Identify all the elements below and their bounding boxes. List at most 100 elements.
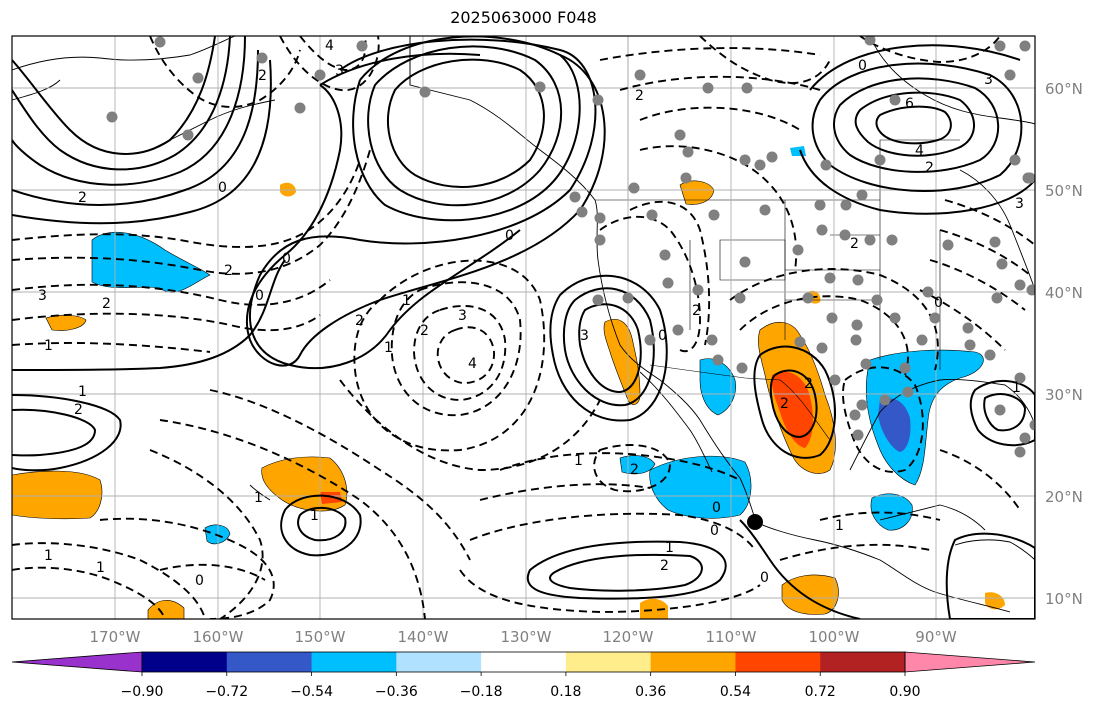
- station-marker: [816, 342, 828, 354]
- contour-line: [12, 36, 231, 171]
- station-marker: [860, 358, 872, 370]
- station-marker: [929, 312, 941, 324]
- colorbar-segment: [396, 652, 482, 672]
- negative-anomaly-area: [619, 455, 656, 475]
- negative-anomaly-area: [649, 455, 752, 519]
- station-marker: [856, 399, 868, 411]
- contour-line: [983, 393, 1027, 432]
- contour-line: [12, 36, 216, 155]
- station-marker: [942, 239, 954, 251]
- station-marker: [991, 292, 1003, 304]
- station-marker: [766, 151, 778, 163]
- lon-tick-label: 160°W: [193, 628, 244, 646]
- border: [649, 364, 831, 441]
- station-marker: [794, 336, 806, 348]
- station-marker: [879, 394, 891, 406]
- station-marker: [106, 111, 118, 123]
- coastline: [12, 36, 236, 71]
- station-marker: [922, 286, 934, 298]
- colorbar-segment: [565, 652, 652, 672]
- contour-label: 2: [780, 396, 789, 412]
- station-marker: [902, 386, 914, 398]
- positive-anomaly-core: [771, 371, 813, 448]
- station-marker: [871, 294, 883, 306]
- lon-tick-label: 110°W: [706, 628, 757, 646]
- station-marker: [294, 102, 306, 114]
- contour-line: [549, 553, 703, 592]
- station-marker: [792, 244, 804, 256]
- station-marker: [674, 129, 686, 141]
- contour-line: [629, 200, 711, 346]
- positive-anomaly-area: [603, 318, 641, 405]
- contour-line: [249, 38, 597, 370]
- contour-label: 1: [96, 560, 105, 576]
- station-marker: [314, 69, 326, 81]
- contour-label: 1: [665, 540, 674, 556]
- contour-label: 2: [74, 402, 83, 418]
- dashed-contours: [12, 36, 1035, 619]
- contour-label: 1: [384, 340, 393, 356]
- contour-line: [12, 36, 246, 186]
- contour-label: 0: [282, 251, 291, 267]
- contour-line: [12, 159, 361, 248]
- contour-label: 0: [858, 58, 867, 74]
- colorbar: −0.90 −0.72 −0.54 −0.36 −0.18 0.18 0.36 0.54 0.7…: [11, 651, 1036, 700]
- station-marker: [534, 81, 546, 93]
- station-marker: [1026, 284, 1035, 296]
- contour-line: [299, 36, 367, 71]
- colorbar-tick-label: −0.72: [205, 684, 248, 700]
- station-marker: [802, 292, 814, 304]
- contour-line: [159, 419, 426, 619]
- station-marker: [594, 212, 606, 224]
- station-marker: [874, 154, 886, 166]
- station-marker: [1014, 279, 1026, 291]
- station-marker: [839, 229, 851, 241]
- contour-label: 2: [420, 323, 429, 339]
- colorbar-tick-label: 0.36: [635, 684, 666, 700]
- station-marker: [759, 204, 771, 216]
- contour-line: [929, 259, 1026, 311]
- contour-label: 1: [402, 293, 411, 309]
- contour-line: [436, 326, 495, 384]
- contour-line: [739, 519, 861, 619]
- contour-label: 3: [1015, 196, 1024, 212]
- station-marker: [1009, 154, 1021, 166]
- lon-tick-label: 150°W: [295, 628, 346, 646]
- contour-line: [149, 36, 301, 108]
- contour-label: 2: [355, 313, 364, 329]
- station-marker: [1014, 372, 1026, 384]
- contour-label: 0: [710, 523, 719, 539]
- positive-anomaly-area: [640, 598, 668, 619]
- station-marker: [419, 86, 431, 98]
- station-marker: [964, 339, 976, 351]
- station-marker: [741, 82, 753, 94]
- contour-line: [367, 45, 563, 207]
- positive-anomaly-area: [12, 470, 103, 520]
- contour-label: 0: [255, 288, 264, 304]
- station-marker: [576, 206, 588, 218]
- contour-line: [944, 199, 1035, 246]
- colorbar-segment: [311, 652, 397, 672]
- contour-label: 2: [692, 303, 701, 319]
- station-marker: [659, 249, 671, 261]
- contour-label: 2: [660, 558, 669, 574]
- contour-line: [859, 36, 1001, 63]
- contour-label: 2: [102, 296, 111, 312]
- contour-line: [12, 49, 259, 206]
- station-marker: [849, 409, 861, 421]
- station-marker: [816, 224, 828, 236]
- contour-line: [945, 532, 1035, 619]
- contour-line: [842, 366, 924, 473]
- contour-label: 1: [44, 338, 53, 354]
- station-marker: [356, 40, 368, 52]
- colorbar-tick-label: 0.54: [720, 684, 751, 700]
- station-marker: [672, 324, 684, 336]
- contour-label: 1: [574, 453, 583, 469]
- map-title: 2025063000 F048: [450, 8, 597, 27]
- contour-line: [12, 149, 371, 275]
- lon-tick-label: 130°W: [501, 628, 552, 646]
- station-marker: [852, 429, 864, 441]
- anomaly-shading: [12, 146, 1005, 619]
- contour-label: 3: [335, 63, 344, 79]
- contour-label: 0: [505, 228, 514, 244]
